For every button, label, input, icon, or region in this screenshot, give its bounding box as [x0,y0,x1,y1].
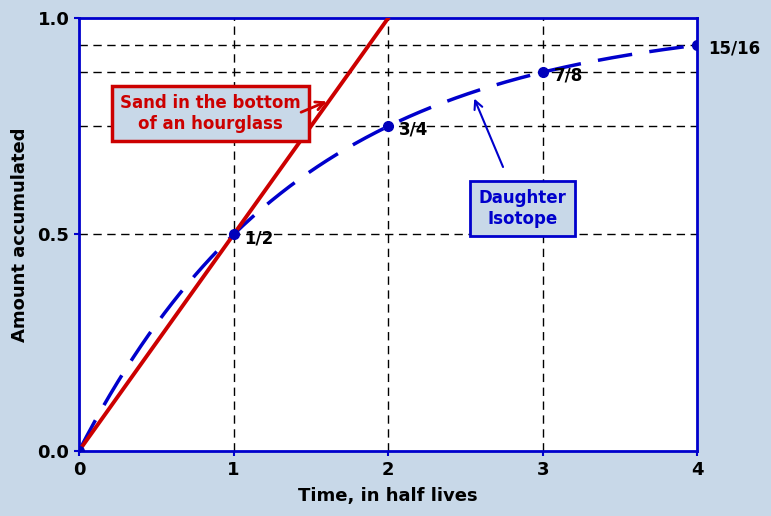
Y-axis label: Amount accumulated: Amount accumulated [11,127,29,342]
Text: 7/8: 7/8 [554,67,583,85]
Text: 15/16: 15/16 [708,40,760,58]
Text: 3/4: 3/4 [399,121,429,139]
X-axis label: Time, in half lives: Time, in half lives [298,487,478,505]
Text: Daughter
Isotope: Daughter Isotope [479,189,567,228]
Text: 1/2: 1/2 [244,229,274,247]
Text: Sand in the bottom
of an hourglass: Sand in the bottom of an hourglass [120,94,301,133]
